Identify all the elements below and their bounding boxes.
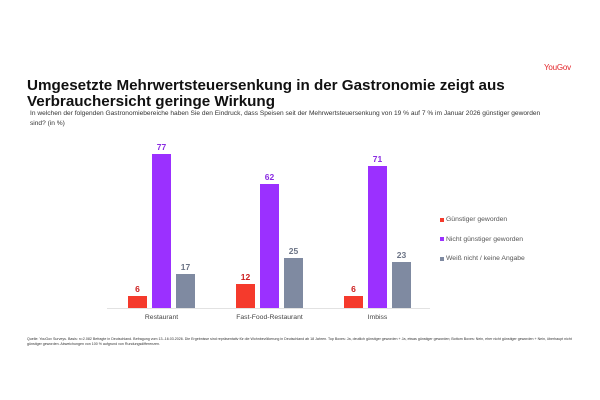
- legend-item-guenstiger: Günstiger geworden: [440, 210, 525, 230]
- legend-swatch-gray: [440, 256, 444, 261]
- legend-label: Weiß nicht / keine Angabe: [446, 255, 525, 263]
- yougov-logo: YouGov: [544, 63, 571, 72]
- data-label-0-0: 6: [135, 284, 140, 294]
- bar-2-2: [392, 262, 411, 308]
- bar-0-0: [128, 296, 147, 308]
- data-label-1-0: 12: [241, 272, 251, 282]
- chart-subtitle: In welchen der folgenden Gastronomiebere…: [30, 110, 541, 127]
- category-label-0: Restaurant: [145, 314, 178, 321]
- legend: Günstiger geworden Nicht günstiger gewor…: [440, 210, 525, 269]
- data-label-1-1: 62: [265, 172, 275, 182]
- bar-0-2: [176, 274, 195, 308]
- legend-swatch-purple: [440, 237, 444, 242]
- data-label-1-2: 25: [289, 246, 299, 256]
- bar-0-1: [152, 154, 171, 308]
- legend-item-nicht-guenstiger: Nicht günstiger geworden: [440, 230, 525, 250]
- legend-label: Nicht günstiger geworden: [446, 235, 524, 243]
- data-label-2-1: 71: [373, 154, 383, 164]
- data-label-2-2: 23: [397, 250, 407, 260]
- legend-swatch-red: [440, 217, 444, 222]
- legend-label: Günstiger geworden: [446, 216, 508, 224]
- bar-2-0: [344, 296, 363, 308]
- chart-title: Umgesetzte Mehrwertsteuersenkung in der …: [27, 77, 505, 110]
- bar-1-0: [236, 284, 255, 308]
- category-label-1: Fast-Food-Restaurant: [236, 314, 303, 321]
- bar-1-1: [260, 184, 279, 308]
- data-label-0-2: 17: [181, 262, 191, 272]
- bar-1-2: [284, 258, 303, 308]
- category-label-2: Imbiss: [368, 314, 388, 321]
- legend-item-weiss-nicht: Weiß nicht / keine Angabe: [440, 249, 525, 269]
- bar-2-1: [368, 166, 387, 308]
- data-label-2-0: 6: [351, 284, 356, 294]
- data-label-0-1: 77: [157, 142, 167, 152]
- source-note: Quelle: YouGov Surveys. Basis: n=2.082 B…: [27, 337, 572, 346]
